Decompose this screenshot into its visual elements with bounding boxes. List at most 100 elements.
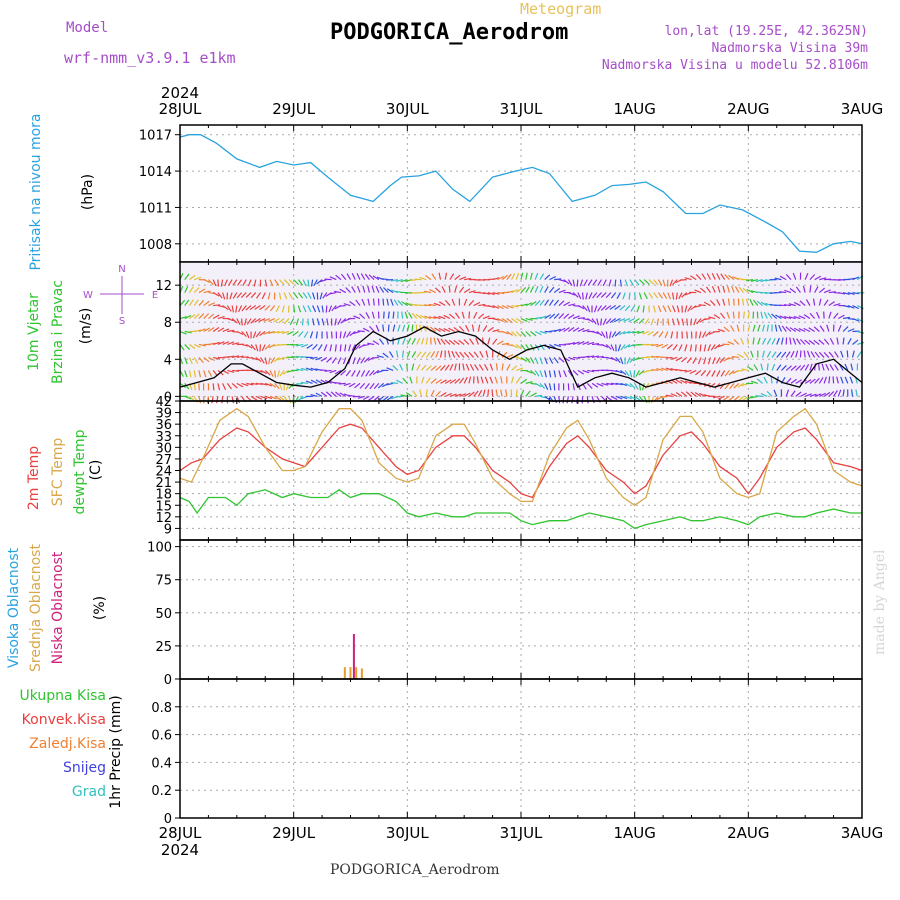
wind-arrow: [261, 344, 266, 352]
wind-arrow: [633, 318, 640, 323]
wind-arrow: [435, 365, 442, 371]
wind-arrow: [360, 357, 366, 364]
wind-arrow: [316, 318, 320, 326]
wind-arrow: [315, 392, 323, 397]
wind-arrow: [690, 318, 693, 326]
wind-arrow: [622, 292, 626, 300]
wind-arrow: [591, 396, 595, 404]
wind-arrow: [716, 273, 721, 280]
wind-arrow: [425, 365, 432, 371]
wind-arrow: [706, 273, 711, 280]
wind-arrow: [217, 341, 225, 346]
wind-arrow: [356, 273, 361, 280]
wind-arrow: [416, 363, 421, 371]
wind-arrow: [369, 370, 375, 377]
wind-arrow: [641, 383, 645, 391]
wind-arrow: [473, 301, 481, 307]
wind-arrow: [443, 327, 451, 333]
wind-arrow: [484, 363, 489, 371]
wind-arrow: [597, 305, 603, 312]
wind-arrow: [463, 339, 470, 345]
wind-arrow: [274, 383, 280, 390]
wind-arrow: [660, 395, 668, 398]
wind-arrow: [334, 318, 337, 326]
wind-arrow: [429, 289, 437, 294]
wind-arrow: [553, 396, 557, 404]
wind-arrow: [184, 330, 192, 334]
cloud-mid-axis-label: Srednja Oblacnost: [28, 544, 44, 672]
wind-arrow: [803, 314, 811, 320]
wind-arrow: [814, 393, 822, 397]
wind-arrow: [293, 279, 299, 286]
wind-arrow: [828, 351, 835, 358]
pressure-unit-label: (hPa): [80, 174, 96, 210]
wind-arrow: [193, 343, 201, 348]
wind-arrow: [390, 382, 398, 384]
wind-arrow: [582, 341, 590, 346]
wind-arrow: [623, 317, 631, 322]
precipitation-panel-frame: [179, 678, 863, 819]
wind-arrow: [694, 304, 702, 308]
wind-arrow: [755, 279, 763, 283]
wind-arrow: [577, 327, 585, 333]
wind-arrow: [269, 370, 274, 377]
wind-arrow: [359, 313, 366, 319]
wind-arrow: [279, 395, 286, 402]
wind-arrow: [651, 355, 659, 359]
wind-arrow: [494, 376, 498, 384]
precipitation-y-tick-label: 0.6: [151, 729, 172, 744]
clouds-y-tick-label: 0: [164, 673, 172, 688]
wind-arrow: [712, 395, 721, 399]
temperature-y-tick-label: 18: [155, 488, 172, 503]
wind-arrow: [615, 382, 623, 386]
wind-arrow: [208, 356, 215, 362]
wind-arrow: [553, 287, 561, 294]
wind-arrow: [295, 318, 299, 326]
wind-arrow: [847, 328, 855, 333]
wind-arrow: [213, 356, 221, 360]
wind-arrow: [302, 279, 307, 287]
wind-arrow: [345, 287, 351, 293]
wind-arrow: [259, 344, 262, 352]
wind-arrow: [757, 337, 761, 345]
pressure-y-tick-label: 1017: [139, 129, 172, 144]
wind-arrow: [269, 305, 276, 312]
wind-arrow: [203, 313, 210, 319]
wind-arrow: [482, 389, 486, 397]
wind-arrow: [340, 273, 347, 280]
x-tick-label-top: 31JUL: [500, 100, 543, 118]
wind-arrow: [477, 313, 485, 319]
wind-arrow: [305, 367, 313, 371]
wind-arrow: [282, 369, 290, 375]
wind-arrow: [648, 292, 654, 299]
wind-arrow: [740, 337, 745, 345]
wind-arrow: [310, 393, 318, 397]
wind-arrow: [383, 287, 389, 293]
wind-arrow: [391, 289, 399, 294]
wind-arrow: [520, 331, 527, 338]
wind-arrow: [222, 383, 227, 391]
wind-arrow: [511, 331, 518, 337]
wind-arrow: [544, 314, 551, 320]
wind-arrow: [473, 312, 478, 319]
wind-arrow: [697, 357, 702, 365]
wind-arrow: [653, 305, 656, 313]
wind-arrow: [588, 292, 593, 300]
wind-arrow: [317, 344, 323, 351]
pressure-y-tick-label: 1011: [139, 201, 172, 216]
wind-arrow: [568, 303, 576, 307]
wind-arrow: [530, 369, 537, 376]
wind-arrow: [790, 390, 796, 397]
wind-arrow: [260, 382, 268, 386]
wind-arrow: [326, 357, 332, 363]
wind-arrow: [549, 276, 556, 281]
wind-arrow: [189, 313, 196, 320]
wind-arrow: [800, 392, 807, 397]
wind-arrow: [208, 327, 215, 332]
wind-arrow: [643, 279, 650, 285]
wind-arrow: [690, 391, 697, 397]
wind-arrow: [354, 344, 361, 351]
wind-arrow: [198, 357, 204, 364]
wind-arrow: [520, 344, 526, 351]
wind-arrow: [715, 357, 721, 364]
